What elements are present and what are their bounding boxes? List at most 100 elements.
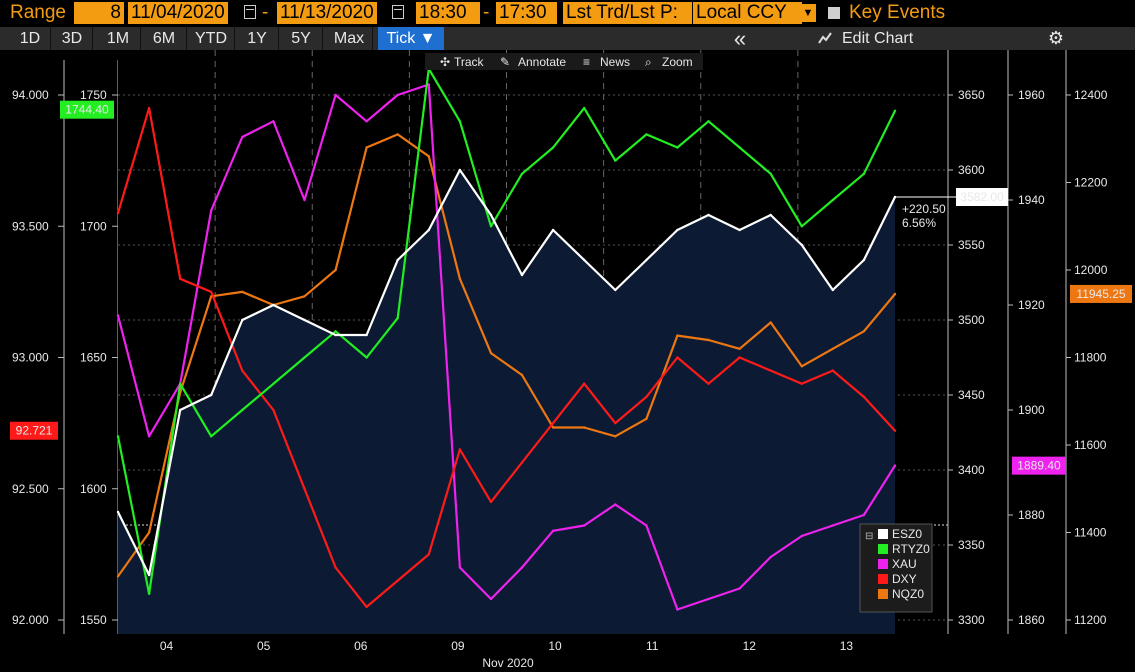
end-date-field[interactable]: 11/13/2020 [277,2,377,24]
data-point-rtyz0 [241,408,244,412]
range-button-5y[interactable]: 5Y [280,27,323,50]
data-point-nqz0 [458,277,462,280]
legend-item-xau[interactable]: XAU [892,557,917,571]
collapse-icon[interactable]: « [733,26,747,51]
x-tick-label: 10 [548,639,562,653]
range-label: Range [10,2,66,23]
legend-swatch [878,544,888,554]
legend-item-rtyz0[interactable]: RTYZ0 [892,542,930,556]
data-point-esz0 [365,333,368,337]
start-time-field[interactable]: 18:30 [416,2,480,24]
end-time-field[interactable]: 17:30 [496,2,557,24]
data-point-dxy [116,211,120,215]
legend-toggle-icon[interactable]: ⊟ [865,531,873,542]
data-point-xau [707,597,710,601]
series-line-nqz0 [117,133,896,577]
data-point-esz0 [179,408,182,412]
data-point-esz0 [210,393,213,397]
data-point-xau [862,513,866,517]
legend-item-nqz0[interactable]: NQZ0 [892,587,924,601]
tick-button[interactable]: Tick ▼ [378,27,444,50]
esz0-tick-label: 3450 [958,388,985,402]
data-point-xau [427,83,430,86]
range-button-ytd[interactable]: YTD [188,27,235,50]
data-point-esz0 [676,228,679,232]
data-point-esz0 [583,258,586,262]
chevron-down-icon[interactable]: ▼ [800,4,816,22]
data-point-nqz0 [365,146,368,149]
data-point-nqz0 [676,334,679,337]
x-tick-label: 05 [257,639,271,653]
x-tick-label: 06 [354,639,368,653]
esz0-last-value: 3582.00 [960,190,1004,204]
data-point-xau [334,93,337,97]
series-line-dxy [116,106,896,609]
track-icon[interactable]: ✣ [440,55,450,69]
rtyz0-last-value: 1744.40 [65,103,109,117]
news-button[interactable]: News [600,55,630,69]
data-point-nqz0 [800,365,803,368]
key-events-checkbox[interactable] [828,7,840,19]
data-point-rtyz0 [334,330,337,333]
track-button[interactable]: Track [454,55,485,69]
gear-icon[interactable]: ⚙ [1047,28,1065,48]
calendar-icon[interactable] [392,5,404,19]
annotate-button[interactable]: Annotate [518,55,566,69]
xau-tick-label: 1880 [1018,508,1045,522]
data-point-rtyz0 [147,592,151,595]
currency-select[interactable]: Local CCY [693,2,802,24]
data-point-nqz0 [862,330,866,333]
price-type-field[interactable]: Lst Trd/Lst P: [563,2,692,24]
data-point-nqz0 [116,575,120,578]
range-count-field[interactable]: 8 [74,2,124,24]
calendar-icon[interactable] [244,5,256,19]
legend-swatch [878,559,888,569]
rtyz0-last-value-bg [60,100,114,119]
edit-chart-button[interactable]: Edit Chart [842,30,914,47]
data-point-nqz0 [645,417,648,420]
data-point-xau [893,464,897,467]
range-button-1m[interactable]: 1M [96,27,141,50]
tool-strip-bg [425,53,703,70]
dxy-tick-label: 93.000 [12,351,49,365]
range-button-3d[interactable]: 3D [52,27,93,50]
dxy-tick-label: 92.500 [12,482,49,496]
data-point-xau [645,524,648,527]
zoom-icon[interactable]: ⌕ [645,55,652,69]
data-point-dxy [458,448,462,451]
data-point-dxy [800,382,803,385]
zoom-button[interactable]: Zoom [662,55,693,69]
data-point-dxy [272,408,275,412]
range-button-1d[interactable]: 1D [10,27,51,50]
data-point-nqz0 [893,292,897,296]
data-point-rtyz0 [831,198,834,202]
data-point-dxy [707,382,710,385]
data-point-nqz0 [583,426,586,429]
data-point-nqz0 [707,338,710,342]
xau-tick-label: 1860 [1018,613,1045,627]
range-bar: 1D 3D 1M 6M YTD 1Y 5Y Max Tick ▼ « Edit … [0,27,1135,50]
xau-last-value: 1889.40 [1017,459,1061,473]
data-point-esz0 [147,573,151,577]
data-point-nqz0 [520,373,524,377]
start-date-field[interactable]: 11/04/2020 [128,2,228,24]
range-button-max[interactable]: Max [326,27,373,50]
time-dash: - [483,2,490,23]
x-tick-label: 04 [160,639,174,653]
data-point-rtyz0 [738,146,741,149]
legend-item-dxy[interactable]: DXY [892,572,917,586]
range-button-1y[interactable]: 1Y [236,27,279,50]
news-icon[interactable]: ≡ [583,55,590,69]
rtyz0-tick-label: 1700 [80,219,107,233]
data-point-esz0 [738,228,741,232]
dxy-tick-label: 94.000 [12,88,49,102]
range-button-6m[interactable]: 6M [142,27,187,50]
dxy-tick-label: 93.500 [12,219,49,233]
chart-icon[interactable] [818,27,832,50]
data-point-dxy [831,369,834,372]
annotate-icon[interactable]: ✎ [500,55,510,69]
xau-tick-label: 1940 [1018,193,1045,207]
legend-item-esz0[interactable]: ESZ0 [892,527,922,541]
data-point-xau [210,209,213,212]
